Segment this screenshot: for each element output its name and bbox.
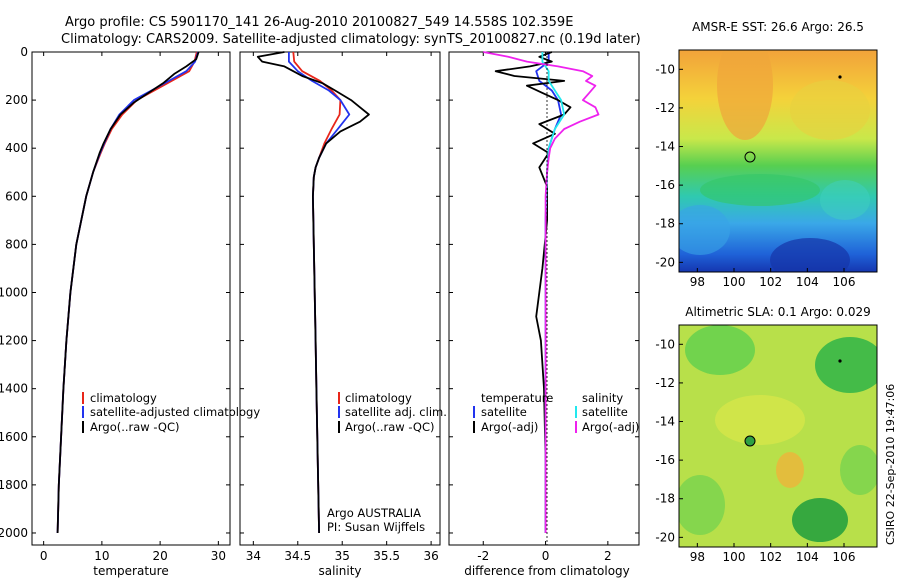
legend-label-satellite: satellite [481, 405, 527, 419]
difference-tick-labels: -2 0 2 [477, 52, 612, 563]
sst-map-image [679, 50, 877, 272]
temperature-series [56, 51, 200, 534]
x-tick-label: 0 [40, 549, 48, 563]
map-x-tick-label: 106 [833, 550, 856, 564]
map-y-tick-label: -16 [655, 453, 675, 467]
x-tick-label: 10 [94, 549, 109, 563]
map-y-tick-label: -18 [655, 217, 675, 231]
sla-map-ticks: 98 100 102 104 106 -10 -12 -14 -16 -18 -20 [655, 337, 855, 564]
map-x-tick-label: 102 [759, 550, 782, 564]
temperature-tick-labels: 0 10 20 30 [40, 52, 226, 563]
map-y-tick-label: -18 [655, 492, 675, 506]
x-tick-label: 35.5 [373, 549, 400, 563]
map-y-tick-label: -20 [655, 530, 675, 544]
legend-label-argo: Argo(-adj) [481, 420, 538, 434]
temperature-axes [31, 51, 231, 546]
depth-tick-label: 200 [5, 93, 28, 107]
legend-label-satellite: satellite-adjusted climatology [90, 405, 260, 419]
sst-reference-marker [838, 75, 842, 79]
depth-tick-label: 1600 [0, 430, 28, 444]
x-tick-label: 0 [542, 549, 550, 563]
difference-series [483, 51, 600, 533]
map-y-tick-label: -12 [655, 376, 675, 390]
series-line-argo-raw-qc- [256, 51, 370, 534]
legend-label-climatology: climatology [90, 391, 157, 405]
legend-label-argo: Argo(..raw -QC) [345, 420, 435, 434]
sst-map-ticks: 98 100 102 104 106 -10 -12 -14 -16 -18 -20 [655, 62, 855, 289]
header-line-2: Climatology: CARS2009. Satellite-adjuste… [61, 32, 641, 47]
header-line-1: Argo profile: CS 5901170_141 26-Aug-2010… [65, 15, 573, 30]
series-line-climatology [56, 51, 198, 534]
map-y-tick-label: -10 [655, 62, 675, 76]
float-owner-label: Argo AUSTRALIA [327, 506, 421, 520]
sst-map-title: AMSR-E SST: 26.6 Argo: 26.5 [692, 20, 864, 34]
sst-float-location-marker [744, 151, 756, 163]
map-x-tick-label: 104 [796, 275, 819, 289]
credit-stamp: CSIRO 22-Sep-2010 19:47:06 [884, 384, 897, 545]
sla-map-image [679, 325, 877, 547]
legend-label-satellite: satellite adj. clim. [345, 405, 447, 419]
legend-label-argo: Argo(..raw -QC) [90, 420, 180, 434]
series-line-argo-adj- [494, 51, 572, 533]
x-tick-label: 2 [604, 549, 612, 563]
x-tick-label: 20 [152, 549, 167, 563]
salinity-axes [239, 51, 441, 546]
salinity-legend: climatology satellite adj. clim. Argo(..… [327, 391, 447, 534]
x-tick-label: 35 [335, 549, 350, 563]
depth-tick-label: 0 [20, 45, 28, 59]
sla-map-frame [678, 324, 878, 548]
map-y-tick-label: -14 [655, 140, 675, 154]
depth-tick-label: 1200 [0, 334, 28, 348]
salinity-xlabel: salinity [318, 564, 361, 578]
depth-tick-label: 1000 [0, 285, 28, 299]
depth-tick-labels: 0 200 400 600 800 1000 1200 1400 1600 1800 2000 [0, 45, 639, 540]
depth-tick-label: 400 [5, 141, 28, 155]
depth-tick-label: 1800 [0, 478, 28, 492]
legend-label-satellite-salinity: satellite [582, 405, 628, 419]
series-line-satellite-adj-clim- [287, 52, 351, 534]
map-y-tick-label: -16 [655, 178, 675, 192]
series-line-argo-raw-qc- [56, 51, 200, 534]
salinity-tick-labels: 34 34.5 35 35.5 36 [246, 52, 439, 563]
map-y-tick-label: -10 [655, 337, 675, 351]
x-tick-label: 30 [211, 549, 226, 563]
map-x-tick-label: 102 [759, 275, 782, 289]
sla-reference-marker [838, 359, 842, 363]
map-y-tick-label: -20 [655, 255, 675, 269]
x-tick-label: -2 [477, 549, 489, 563]
x-tick-label: 36 [423, 549, 438, 563]
x-tick-label: 34 [246, 549, 261, 563]
temperature-xlabel: temperature [93, 564, 168, 578]
float-pi-label: PI: Susan Wijffels [327, 520, 425, 534]
difference-axes [448, 51, 640, 546]
map-x-tick-label: 104 [796, 550, 819, 564]
series-line-satellite-adjusted-climatology [56, 51, 199, 534]
sla-map-title: Altimetric SLA: 0.1 Argo: 0.029 [685, 305, 870, 319]
sla-float-location-marker [744, 435, 756, 447]
depth-tick-label: 1400 [0, 382, 28, 396]
temperature-legend: climatology satellite-adjusted climatolo… [82, 391, 260, 434]
difference-legend: temperature satellite Argo(-adj) salinit… [473, 391, 639, 434]
map-y-tick-label: -14 [655, 415, 675, 429]
map-x-tick-label: 106 [833, 275, 856, 289]
salinity-series [256, 51, 370, 534]
legend-label-climatology: climatology [345, 391, 412, 405]
map-x-tick-label: 100 [723, 275, 746, 289]
sst-map-frame [678, 49, 878, 273]
map-x-tick-label: 100 [723, 550, 746, 564]
map-y-tick-label: -12 [655, 101, 675, 115]
map-x-tick-label: 98 [690, 275, 705, 289]
series-line-argo-adj- [483, 51, 600, 533]
legend-heading-temperature: temperature [481, 391, 553, 405]
difference-xlabel: difference from climatology [464, 564, 630, 578]
legend-label-argo-salinity: Argo(-adj) [582, 420, 639, 434]
depth-tick-label: 800 [5, 237, 28, 251]
legend-heading-salinity: salinity [582, 391, 623, 405]
depth-tick-label: 600 [5, 189, 28, 203]
x-tick-label: 34.5 [284, 549, 311, 563]
depth-tick-label: 2000 [0, 526, 28, 540]
map-x-tick-label: 98 [690, 550, 705, 564]
